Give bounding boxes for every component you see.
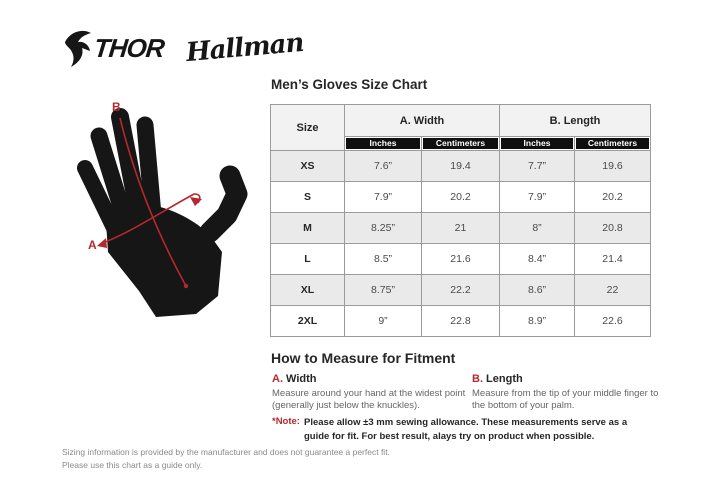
fitment-width-label: Width bbox=[283, 373, 317, 385]
length-cm-value: 21.4 bbox=[574, 243, 651, 275]
manufacturer-disclaimer: Sizing information is provided by the ma… bbox=[62, 446, 390, 472]
width-inches-value: 7.6” bbox=[344, 150, 422, 182]
header-length-group: B. Length bbox=[499, 104, 651, 137]
size-label: 2XL bbox=[270, 305, 345, 337]
hand-silhouette bbox=[77, 108, 248, 317]
table-row-m: M 8.25” 21 8” 20.8 bbox=[270, 212, 651, 244]
size-label: XL bbox=[270, 274, 345, 306]
length-cm-value: 19.6 bbox=[574, 150, 651, 182]
thor-helmet-icon bbox=[65, 30, 91, 68]
width-cm-value: 20.2 bbox=[421, 181, 500, 213]
sewing-note: *Note: Please allow ±3 mm sewing allowan… bbox=[272, 416, 654, 444]
thor-logo-text: THOR bbox=[92, 32, 166, 63]
disclaimer-line-2: Please use this chart as a guide only. bbox=[62, 459, 203, 470]
length-inches-value: 8.9” bbox=[499, 305, 575, 337]
arrowheads bbox=[97, 197, 202, 289]
fitment-heading: How to Measure for Fitment bbox=[271, 350, 456, 366]
glove-illustration: B A bbox=[77, 100, 248, 317]
table-row-xs: XS 7.6” 19.4 7.7” 19.6 bbox=[270, 150, 651, 182]
fitment-length-title: B. Length bbox=[472, 373, 672, 385]
fitment-width-title: A. Width bbox=[272, 373, 477, 385]
width-inches-value: 8.5” bbox=[344, 243, 422, 275]
fitment-width-prefix: A. bbox=[272, 373, 283, 385]
size-label: S bbox=[270, 181, 345, 213]
table-row-l: L 8.5” 21.6 8.4” 21.4 bbox=[270, 243, 651, 275]
fitment-length-text: Measure from the tip of your middle fing… bbox=[472, 388, 659, 411]
table-units-row: Inches Centimeters Inches Centimeters bbox=[271, 136, 651, 151]
width-inches-value: 7.9” bbox=[344, 181, 422, 213]
width-cm-value: 21.6 bbox=[421, 243, 500, 275]
disclaimer-line-1: Sizing information is provided by the ma… bbox=[62, 447, 390, 457]
size-table: Size A. Width B. Length Inches Centimete… bbox=[270, 104, 651, 337]
width-cm-value: 19.4 bbox=[421, 150, 500, 182]
note-label: *Note: bbox=[272, 416, 300, 427]
glove-label-a: A bbox=[88, 238, 97, 252]
size-label: XS bbox=[270, 150, 345, 182]
brand-logos: THOR Hallman bbox=[62, 27, 305, 69]
size-label: L bbox=[270, 243, 345, 275]
width-inches-value: 9” bbox=[344, 305, 422, 337]
hallman-logo-text: Hallman bbox=[184, 27, 305, 69]
length-cm-value: 20.2 bbox=[574, 181, 651, 213]
glove-label-b: B bbox=[112, 100, 121, 114]
length-inches-value: 8” bbox=[499, 212, 575, 244]
length-inches-value: 7.7” bbox=[499, 150, 575, 182]
unit-length-centimeters: Centimeters bbox=[576, 138, 649, 149]
header-width-group: A. Width bbox=[344, 104, 500, 137]
header-size: Size bbox=[270, 104, 345, 151]
length-cm-value: 22 bbox=[574, 274, 651, 306]
table-row-xl: XL 8.75” 22.2 8.6” 22 bbox=[270, 274, 651, 306]
fitment-width-block: A. Width Measure around your hand at the… bbox=[272, 373, 477, 412]
table-header-row: Size A. Width B. Length bbox=[270, 104, 651, 151]
width-line-a bbox=[99, 193, 195, 245]
unit-length-inches: Inches bbox=[501, 138, 573, 149]
fitment-length-prefix: B. bbox=[472, 373, 483, 385]
fitment-length-label: Length bbox=[483, 373, 523, 385]
fitment-length-block: B. Length Measure from the tip of your m… bbox=[472, 373, 672, 412]
table-row-2xl: 2XL 9” 22.8 8.9” 22.6 bbox=[270, 305, 651, 337]
length-inches-value: 8.4” bbox=[499, 243, 575, 275]
width-cm-value: 21 bbox=[421, 212, 500, 244]
width-inches-value: 8.75” bbox=[344, 274, 422, 306]
length-line-b bbox=[119, 117, 187, 287]
width-cm-value: 22.8 bbox=[421, 305, 500, 337]
fitment-width-text: Measure around your hand at the widest p… bbox=[272, 388, 466, 411]
length-inches-value: 8.6” bbox=[499, 274, 575, 306]
size-chart-title: Men’s Gloves Size Chart bbox=[271, 77, 428, 92]
thor-logo: THOR bbox=[62, 28, 166, 68]
length-inches-value: 7.9” bbox=[499, 181, 575, 213]
length-cm-value: 22.6 bbox=[574, 305, 651, 337]
width-inches-value: 8.25” bbox=[344, 212, 422, 244]
glove-measurement-diagram: B A bbox=[56, 84, 261, 336]
unit-width-inches: Inches bbox=[346, 138, 420, 149]
note-text: Please allow ±3 mm sewing allowance. The… bbox=[304, 417, 628, 442]
unit-width-centimeters: Centimeters bbox=[423, 138, 498, 149]
size-label: M bbox=[270, 212, 345, 244]
width-cm-value: 22.2 bbox=[421, 274, 500, 306]
table-row-s: S 7.9” 20.2 7.9” 20.2 bbox=[270, 181, 651, 213]
length-cm-value: 20.8 bbox=[574, 212, 651, 244]
